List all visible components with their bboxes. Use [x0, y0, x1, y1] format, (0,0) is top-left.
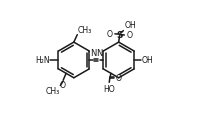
Text: H₂N: H₂N — [35, 56, 49, 65]
Text: O: O — [126, 31, 132, 40]
Text: ·: · — [100, 56, 104, 66]
Text: N: N — [90, 49, 97, 58]
Text: OH: OH — [125, 21, 137, 30]
Text: OH: OH — [141, 56, 153, 65]
Text: S: S — [116, 31, 123, 39]
Text: HO: HO — [103, 84, 115, 93]
Text: N: N — [96, 49, 102, 58]
Text: CH₃: CH₃ — [46, 86, 60, 95]
Text: O: O — [107, 30, 113, 39]
Text: CH₃: CH₃ — [78, 26, 92, 35]
Text: O: O — [115, 74, 121, 83]
Text: O: O — [60, 81, 66, 90]
